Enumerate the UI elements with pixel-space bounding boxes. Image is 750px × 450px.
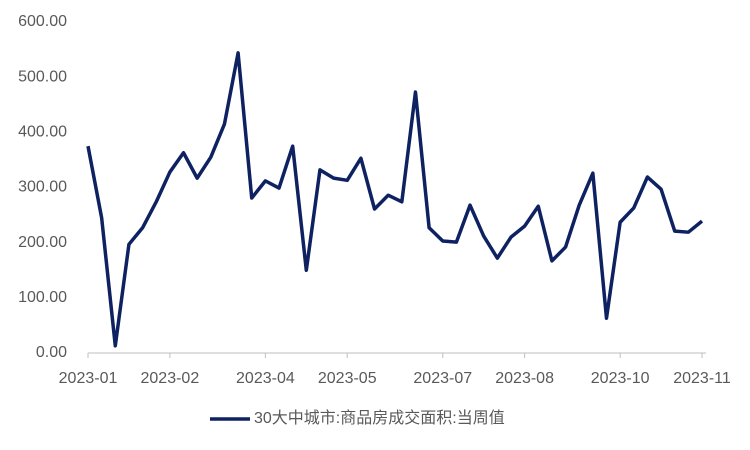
- y-tick-label: 200.00: [18, 234, 67, 251]
- y-tick-label: 400.00: [18, 124, 67, 141]
- x-tick-label: 2023-07: [413, 370, 472, 387]
- x-tick-label: 2023-01: [59, 370, 118, 387]
- y-tick-label: 300.00: [18, 179, 67, 196]
- x-tick-label: 2023-05: [318, 370, 377, 387]
- x-tick-label: 2023-11: [673, 370, 731, 387]
- y-tick-label: 100.00: [18, 289, 67, 306]
- y-tick-label: 600.00: [18, 13, 67, 30]
- series-line: [86, 51, 704, 348]
- x-tick-label: 2023-08: [495, 370, 554, 387]
- x-tick-label: 2023-02: [141, 370, 200, 387]
- x-tick-label: 2023-04: [236, 370, 295, 387]
- y-tick-label: 0.00: [36, 344, 67, 361]
- legend-label: 30大中城市:商品房成交面积:当周值: [254, 409, 505, 427]
- y-tick-label: 500.00: [18, 68, 67, 85]
- x-tick-label: 2023-10: [591, 370, 650, 387]
